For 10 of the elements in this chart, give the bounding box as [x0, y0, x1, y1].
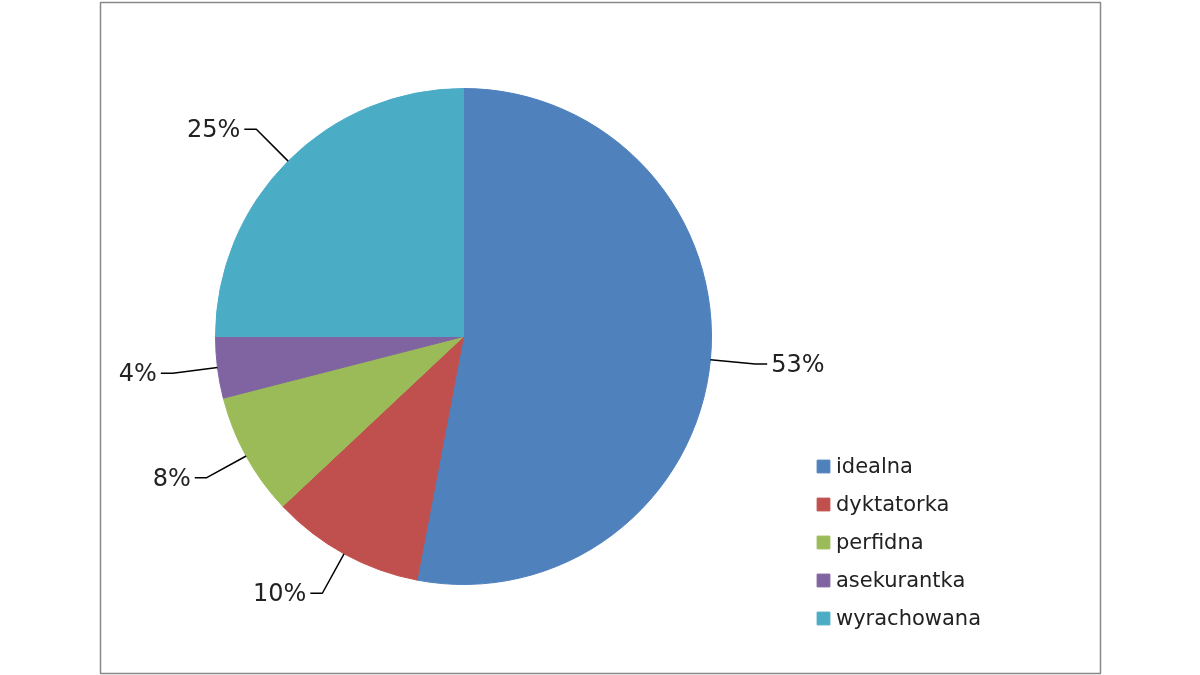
legend-label: perfidna	[836, 530, 924, 554]
data-label: 25%	[186, 115, 241, 144]
data-label: 8%	[152, 463, 191, 492]
data-label: 4%	[118, 359, 157, 388]
legend-label: asekurantka	[836, 568, 966, 592]
legend-label: wyrachowana	[836, 606, 982, 630]
legend-label: dyktatorka	[836, 492, 950, 516]
data-label: 53%	[771, 350, 825, 379]
data-label: 10%	[253, 579, 307, 608]
legend-label: idealna	[836, 454, 913, 478]
